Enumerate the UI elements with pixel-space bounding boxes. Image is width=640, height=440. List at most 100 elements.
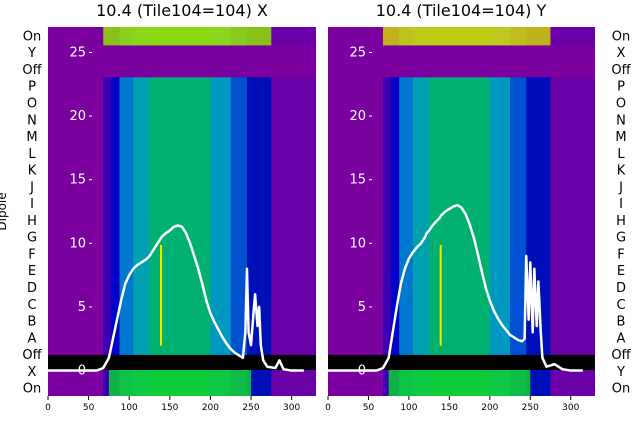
dipole-label: F [28,247,35,262]
dipole-label: Off [611,63,631,78]
dipole-label: N [27,113,37,128]
heatmap-band [510,27,527,396]
heatmap-area [48,27,316,396]
x-tick-label: 0 [325,403,331,413]
heatmap-off-row-bottom [328,354,595,371]
dipole-label: D [27,281,37,296]
dipole-label: J [618,180,623,195]
y-tick-label: 20 [349,109,366,124]
x-tick-label: 150 [161,403,178,413]
dipole-label: Off [22,348,42,363]
heatmap-band [526,27,551,396]
dipole-label: M [26,130,37,145]
dipole-label: G [27,231,37,246]
dipole-label: N [616,113,626,128]
y-tick-label: 25 [349,45,366,60]
heatmap-top-band [383,27,551,46]
dipole-label: L [617,147,625,162]
dipole-label: O [616,96,626,111]
dipole-label: M [615,130,626,145]
chart-title: 10.4 (Tile104=104) Y [376,1,547,20]
data-line [328,203,583,372]
dipole-label: O [27,96,37,111]
x-tick-label: 250 [242,403,259,413]
x-tick-label: 100 [400,403,417,413]
dipole-label: J [29,180,34,195]
dipole-label: C [27,298,36,313]
y-tick-label: 0 [78,364,86,379]
dipole-label: D [616,281,626,296]
y-tick-label: 10 [69,236,86,251]
y-tick-label: 20 [69,109,86,124]
dipole-label: I [619,197,623,212]
y-tick-label: 15 [349,173,366,188]
y-tick-label: 5 [78,300,86,315]
dipole-label: On [612,29,630,44]
heatmap-band [149,27,211,396]
dipole-label: X [28,365,37,380]
x-tick-label: 100 [121,403,138,413]
heatmap-band [48,27,104,396]
heatmap-band [412,27,430,396]
chart-title: 10.4 (Tile104=104) X [96,1,268,20]
heatmap-band [391,27,400,396]
x-tick-label: 200 [481,403,498,413]
dipole-label: H [27,214,37,229]
dipole-label: X [617,46,626,61]
dipole-label: I [30,197,34,212]
heatmap-band [103,27,112,396]
heatmap-off-row-bottom [48,354,316,371]
heatmap-spike [439,245,442,346]
heatmap-spike [160,245,163,346]
x-tick-label: 50 [83,403,95,413]
dipole-label: Y [616,365,625,380]
dipole-label: Off [611,348,631,363]
y-tick-label: 0 [358,364,366,379]
dipole-label: H [616,214,626,229]
dipole-label: G [616,231,626,246]
dipole-label: K [617,164,626,179]
dipole-label: K [28,164,37,179]
heatmap-band [210,27,232,396]
dipole-label: Y [27,46,36,61]
x-tick-label: 300 [283,403,300,413]
dipole-label: On [23,29,41,44]
heatmap-band [489,27,511,396]
dipole-label: Off [22,63,42,78]
heatmap-band [271,27,316,396]
dipole-label: L [28,147,36,162]
y-tick-label: 15 [69,173,86,188]
dipole-label: P [617,80,625,95]
heatmap-band [111,27,120,396]
data-line [48,224,304,372]
dipole-label: On [23,382,41,397]
dipole-label: P [28,80,36,95]
heatmap-off-row-top [48,45,316,78]
y-tick-label: 10 [349,236,366,251]
y-tick-label: 5 [358,300,366,315]
dipole-label: C [616,298,625,313]
heatmap-band [133,27,151,396]
x-tick-label: 250 [522,403,539,413]
x-tick-label: 200 [202,403,219,413]
dipole-label: E [28,264,36,279]
heatmap-band [383,27,392,396]
y-tick-label: 25 [69,45,86,60]
dipole-label: A [28,331,37,346]
dipole-label: A [617,331,626,346]
x-tick-label: 300 [562,403,579,413]
dipole-label: E [617,264,625,279]
x-tick-label: 0 [45,403,51,413]
heatmap-band [399,27,414,396]
dipole-label: B [617,315,626,330]
dipole-label: On [612,382,630,397]
heatmap-area [328,27,595,396]
dipole-label: F [617,247,624,262]
heatmap-band [550,27,595,396]
heatmap-band [119,27,134,396]
x-tick-label: 150 [441,403,458,413]
heatmap-band [328,27,384,396]
